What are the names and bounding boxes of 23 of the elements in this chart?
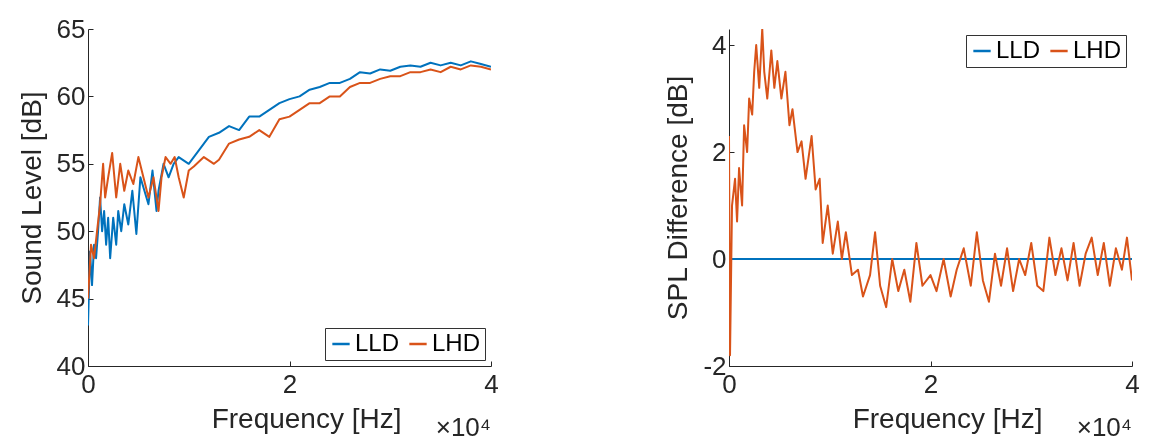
line-series <box>729 29 1132 357</box>
text: ×10⁴ <box>435 412 491 442</box>
y-axis-title: SPL Difference [dB] <box>662 75 694 321</box>
y-axis-title: Sound Level [dB] <box>15 91 47 305</box>
x-tick-label: 2 <box>923 368 939 399</box>
text: ×10⁴ <box>1076 412 1132 442</box>
x-tick-label: 4 <box>1125 368 1140 399</box>
x-tick-label: 4 <box>484 368 499 399</box>
legend-label: LLD <box>996 36 1041 63</box>
legend-label: LLD <box>355 329 400 356</box>
y-tick-label: 55 <box>56 148 86 179</box>
y-tick-label: 4 <box>712 29 727 60</box>
x-tick-label: 2 <box>282 368 298 399</box>
legend-label: LHD <box>1073 36 1122 63</box>
x-axis-title: Frequency [Hz] <box>211 402 402 434</box>
x-axis-title: Frequency [Hz] <box>852 402 1043 434</box>
y-tick-label: 0 <box>712 243 727 274</box>
y-tick-label: 2 <box>712 136 727 167</box>
y-tick-label: 60 <box>56 80 86 111</box>
y-tick-label: 50 <box>56 215 86 246</box>
y-tick-label: 65 <box>56 13 86 44</box>
legend-label: LHD <box>432 329 481 356</box>
y-tick-label: 45 <box>56 283 86 314</box>
